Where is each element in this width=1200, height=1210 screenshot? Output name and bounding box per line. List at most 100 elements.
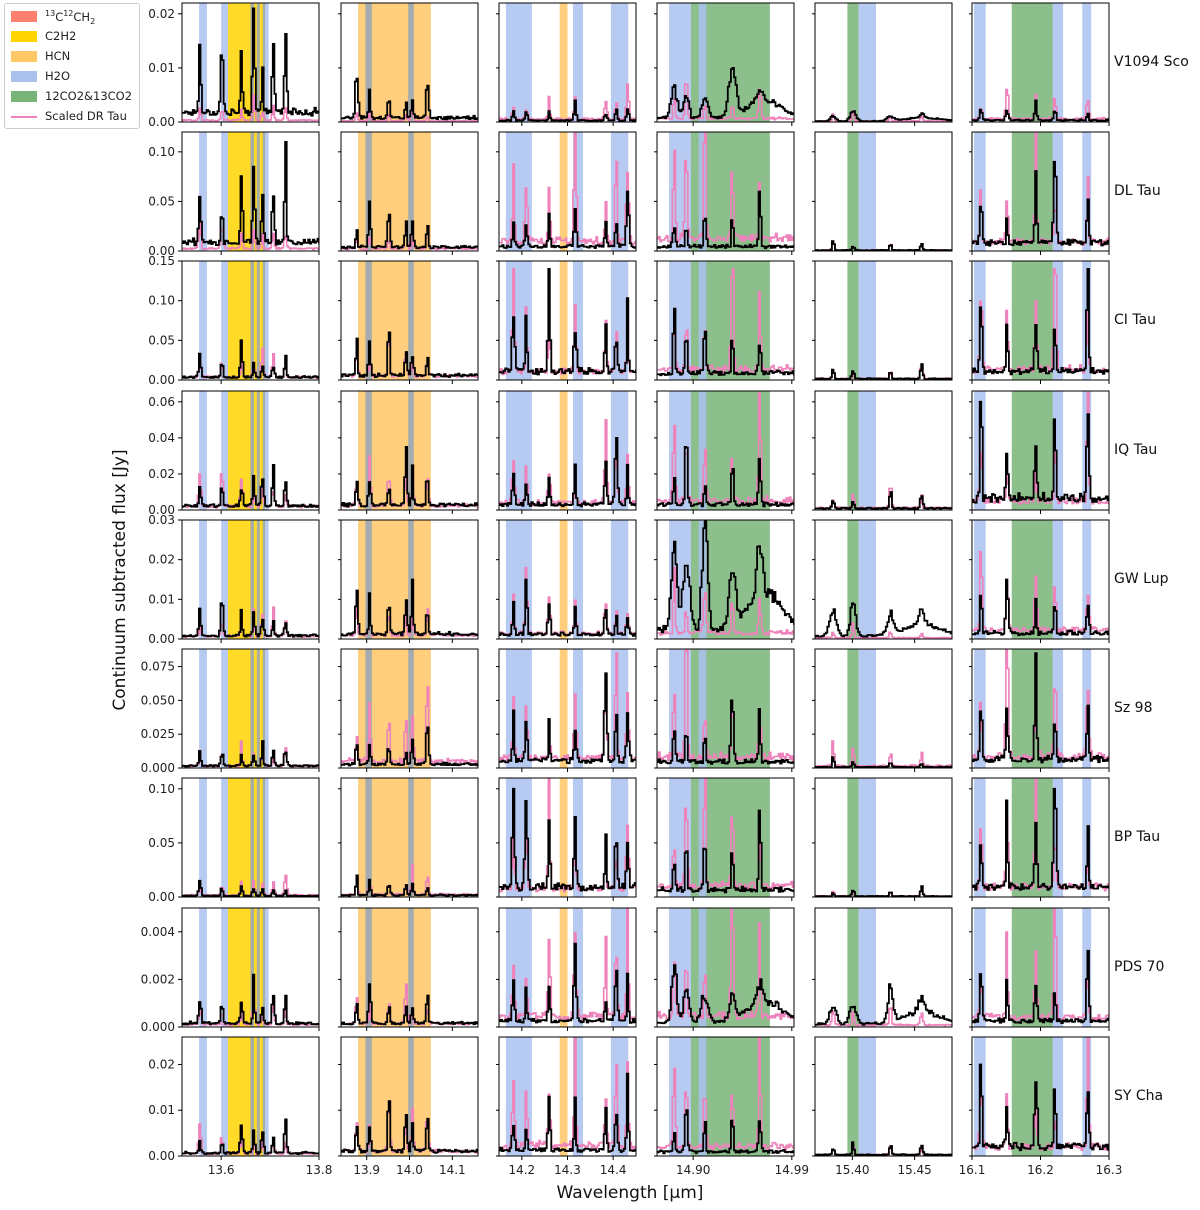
series-scaled-dr-tau (657, 132, 794, 244)
subplot-r3-c5 (969, 390, 1110, 514)
y-tick-label: 0.02 (148, 467, 175, 481)
series-scaled-dr-tau (182, 220, 319, 251)
band-h2o (221, 649, 228, 768)
band-h2o (572, 520, 584, 639)
series-object (341, 983, 478, 1026)
row-label: V1094 Sco (1114, 53, 1189, 70)
x-tick-label: 16.3 (1096, 1163, 1123, 1177)
series-object (972, 578, 1109, 637)
axes-frame (814, 907, 953, 1028)
subplot-r3-c2 (496, 390, 637, 514)
band-c2h2 (227, 261, 251, 380)
subplot-r7-c2 (496, 907, 637, 1031)
row-label: IQ Tau (1114, 441, 1158, 458)
band-h2o (698, 391, 707, 510)
row-label: DL Tau (1114, 182, 1161, 199)
band-c2h2 (227, 908, 251, 1027)
subplot-r8-c3: 14.90 14.99 (654, 1036, 809, 1177)
band-overlap (262, 391, 266, 510)
band-overlap (262, 3, 266, 122)
y-tick-label: 0.10 (148, 782, 175, 796)
y-tick-label: 0.00 (148, 1149, 175, 1163)
series-object (657, 520, 794, 634)
y-tick-label: 0.05 (148, 836, 175, 850)
y-tick-label: 0.15 (148, 254, 175, 268)
series-object (499, 1072, 636, 1153)
series-object (182, 141, 319, 247)
band-h2o (221, 1037, 228, 1156)
band-h2o (221, 132, 228, 251)
subplot-r4-c1 (338, 519, 479, 643)
series-object (972, 787, 1109, 891)
legend-swatch-13c12ch2 (11, 11, 37, 22)
band-hcn (559, 520, 568, 639)
band-hcn (559, 261, 568, 380)
subplot-r1-c1 (338, 131, 479, 255)
row-label: SY Cha (1114, 1087, 1164, 1104)
series-scaled-dr-tau (499, 908, 636, 1021)
band-h2o (572, 261, 584, 380)
x-tick-label: 14.3 (554, 1163, 581, 1177)
band-h2o (1082, 520, 1092, 639)
series-scaled-dr-tau (972, 908, 1109, 1022)
axes-frame (814, 2, 953, 123)
y-tick-label: 0.01 (148, 61, 175, 75)
axes-frame (814, 1036, 953, 1157)
y-tick-label: 0.00 (148, 503, 175, 517)
series-object (657, 1109, 794, 1155)
band-h2o (265, 391, 269, 510)
subplot-r7-c3 (654, 907, 795, 1031)
band-overlap (250, 261, 254, 380)
band-overlap (256, 391, 260, 510)
band-h2o (199, 520, 207, 639)
subplot-r3-c0: 0.00 0.02 0.04 0.06 (148, 390, 320, 517)
band-overlap (365, 261, 372, 380)
band-overlap (250, 1037, 254, 1156)
band-overlap (408, 1037, 414, 1156)
series-scaled-dr-tau (815, 1007, 952, 1027)
band-h2o (1052, 391, 1064, 510)
band-co2 (847, 520, 859, 639)
series-object (815, 1141, 952, 1156)
x-tick-label: 14.1 (439, 1163, 466, 1177)
band-co2 (1011, 778, 1053, 897)
subplot-r6-c3 (654, 777, 795, 901)
band-co2 (847, 649, 859, 768)
band-co2 (1011, 261, 1053, 380)
series-object (341, 446, 478, 508)
band-hcn (559, 391, 568, 510)
band-overlap (250, 391, 254, 510)
subplot-r6-c5 (969, 777, 1110, 901)
band-c2h2 (227, 778, 251, 897)
band-overlap (256, 908, 260, 1027)
x-tick-label: 15.45 (897, 1163, 931, 1177)
band-h2o (858, 261, 877, 380)
band-co2 (847, 908, 859, 1027)
axes-frame (181, 1036, 320, 1157)
band-h2o (265, 908, 269, 1027)
series-object (182, 879, 319, 897)
row-label: BP Tau (1114, 828, 1161, 845)
subplot-r1-c2 (496, 131, 637, 255)
subplot-r8-c0: 0.00 0.01 0.02 13.6 13.8 (148, 1036, 332, 1177)
band-co2 (847, 391, 859, 510)
series-object (182, 7, 319, 117)
series-object (341, 578, 478, 637)
band-c2h2 (227, 3, 251, 122)
subplot-r5-c0: 0.000 0.025 0.050 0.075 (141, 648, 320, 775)
x-tick-label: 14.0 (396, 1163, 423, 1177)
band-overlap (256, 261, 260, 380)
band-h2o (221, 261, 228, 380)
band-h2o (1052, 1037, 1064, 1156)
band-c2h2 (227, 520, 251, 639)
band-h2o (858, 649, 877, 768)
band-overlap (408, 132, 414, 251)
legend-label-hcn: HCN (45, 49, 71, 63)
band-h2o (221, 3, 228, 122)
series-object (657, 446, 794, 508)
band-overlap (262, 132, 266, 251)
subplot-r2-c0: 0.00 0.05 0.10 0.15 (148, 254, 320, 387)
band-c2h2 (227, 649, 251, 768)
series-object (499, 942, 636, 1024)
axes-frame (814, 260, 953, 381)
